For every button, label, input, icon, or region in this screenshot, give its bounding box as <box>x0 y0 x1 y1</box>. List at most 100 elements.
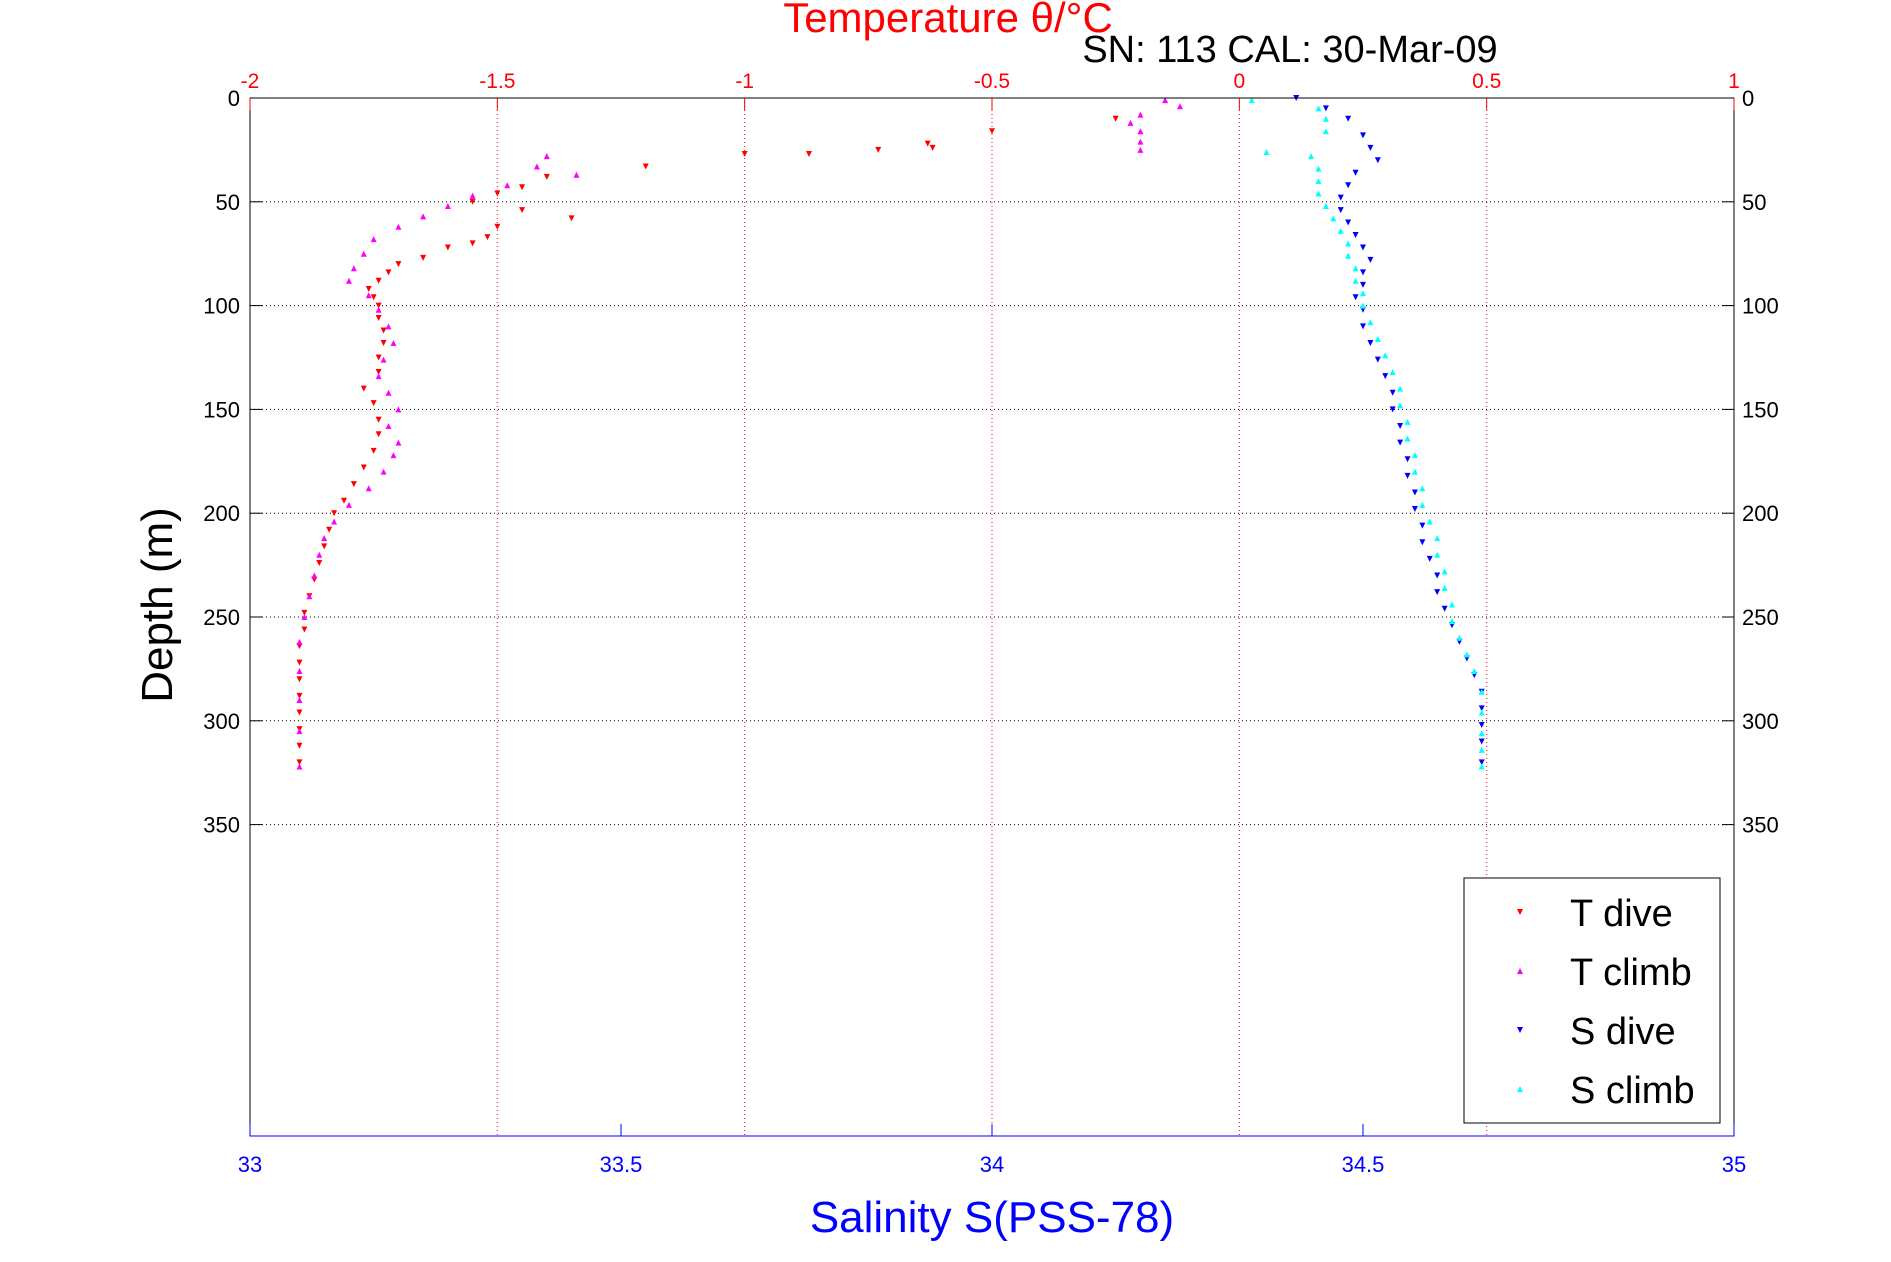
s-dive-point <box>1352 169 1359 176</box>
t-dive-point <box>395 261 402 268</box>
t-dive-point <box>296 692 303 699</box>
t-dive-point <box>375 302 382 309</box>
t-dive-point <box>519 207 526 214</box>
t-climb-point <box>301 614 308 620</box>
s-climb-point <box>1352 277 1359 284</box>
s-climb-point <box>1322 115 1329 122</box>
s-dive-point <box>1426 555 1433 562</box>
t-climb-point <box>543 153 550 160</box>
salinity-tick-label: 34 <box>980 1152 1004 1177</box>
depth-axis-title: Depth (m) <box>133 507 182 703</box>
s-climb-point <box>1352 265 1359 272</box>
t-dive-point <box>370 294 377 301</box>
s-dive-point <box>1389 389 1396 396</box>
t-dive-point <box>484 234 491 241</box>
t-climb-point <box>296 728 303 735</box>
s-climb-point <box>1456 634 1463 641</box>
depth-tick-label: 100 <box>1742 294 1779 319</box>
t-dive-point <box>380 327 387 334</box>
s-dive-point <box>1367 339 1374 346</box>
s-climb-point <box>1308 153 1315 160</box>
legend-items: T dive T climb S dive S climb <box>1517 893 1695 1112</box>
t-climb-point <box>573 171 580 178</box>
t-dive-point <box>301 626 308 633</box>
t-dive-point <box>989 128 995 135</box>
s-climb-point <box>1322 202 1329 209</box>
s-climb-point <box>1434 535 1441 542</box>
t-dive-point <box>365 285 372 292</box>
t-climb-point <box>360 250 367 257</box>
t-dive-point <box>1112 115 1119 122</box>
t-climb-point <box>395 406 402 413</box>
t-climb-point <box>296 763 303 770</box>
t-climb-point <box>1127 119 1134 126</box>
s-climb-point <box>1389 369 1396 376</box>
t-climb-point <box>533 163 540 170</box>
s-climb-point <box>1478 730 1485 737</box>
depth-tick-label: 50 <box>1742 190 1766 215</box>
t-climb-point <box>385 389 392 396</box>
t-climb-point <box>296 638 303 645</box>
s-dive-point <box>1389 406 1396 413</box>
s-dive-point <box>1367 256 1374 263</box>
t-dive-point <box>642 163 649 170</box>
s-dive-point <box>1404 456 1411 463</box>
chart-subtitle: SN: 113 CAL: 30-Mar-09 <box>1082 29 1497 71</box>
depth-tick-label: 350 <box>1742 813 1779 838</box>
t-climb-point <box>296 667 303 674</box>
t-dive-point <box>350 481 357 488</box>
t-dive-point <box>296 742 303 749</box>
s-climb-point <box>1419 485 1426 492</box>
t-dive-point <box>543 173 550 180</box>
t-climb-point <box>380 356 387 363</box>
temperature-tick-label: 0.5 <box>1472 70 1501 93</box>
t-dive-point <box>380 339 387 346</box>
s-climb-point <box>1419 501 1426 508</box>
s-dive-point <box>1419 522 1426 529</box>
s-climb-point <box>1374 335 1381 342</box>
s-dive-point <box>1345 115 1352 122</box>
s-climb-point <box>1478 746 1485 753</box>
s-dive-point <box>1374 356 1381 363</box>
s-dive-point <box>1478 705 1485 712</box>
s-climb-point <box>1315 190 1322 197</box>
s-climb-point <box>1434 551 1441 558</box>
data-points <box>296 95 1485 770</box>
s-dive-point <box>1322 105 1329 112</box>
s-dive-point <box>1434 589 1441 596</box>
salinity-tick-label: 35 <box>1722 1152 1746 1177</box>
s-climb-point <box>1382 352 1389 359</box>
depth-tick-label: 250 <box>1742 605 1779 630</box>
t-climb-point <box>1162 97 1169 104</box>
s-dive-point <box>1360 244 1366 251</box>
s-climb-point <box>1471 667 1478 674</box>
s-dive-point <box>1337 194 1344 201</box>
s-climb-point <box>1345 252 1352 259</box>
t-dive-point <box>494 223 501 230</box>
t-climb-point <box>1176 103 1183 110</box>
t-dive-point <box>469 240 476 247</box>
t-dive-legend-marker <box>1517 909 1523 915</box>
t-dive-point <box>444 244 451 251</box>
legend-box <box>1463 877 1721 1124</box>
t-climb-point <box>375 306 382 313</box>
depth-tick-label: 150 <box>203 397 240 422</box>
t-dive-point <box>301 609 308 616</box>
s-dive-point <box>1367 144 1374 151</box>
t-climb-point <box>296 697 303 704</box>
t-climb-point <box>1137 146 1144 153</box>
t-climb-series <box>296 97 1183 770</box>
s-climb-point <box>1397 385 1404 392</box>
t-dive-point <box>875 146 882 153</box>
t-climb-point <box>390 452 397 459</box>
s-climb-point <box>1449 601 1456 608</box>
s-climb-point <box>1263 148 1270 155</box>
depth-tick-label: 300 <box>1742 709 1779 734</box>
t-climb-point <box>469 192 476 199</box>
t-climb-point <box>350 265 357 272</box>
s-dive-point <box>1411 489 1418 496</box>
t-climb-legend-label: T climb <box>1570 952 1692 994</box>
s-dive-point <box>1478 738 1485 745</box>
t-dive-point <box>360 385 367 392</box>
t-dive-point <box>375 431 382 438</box>
